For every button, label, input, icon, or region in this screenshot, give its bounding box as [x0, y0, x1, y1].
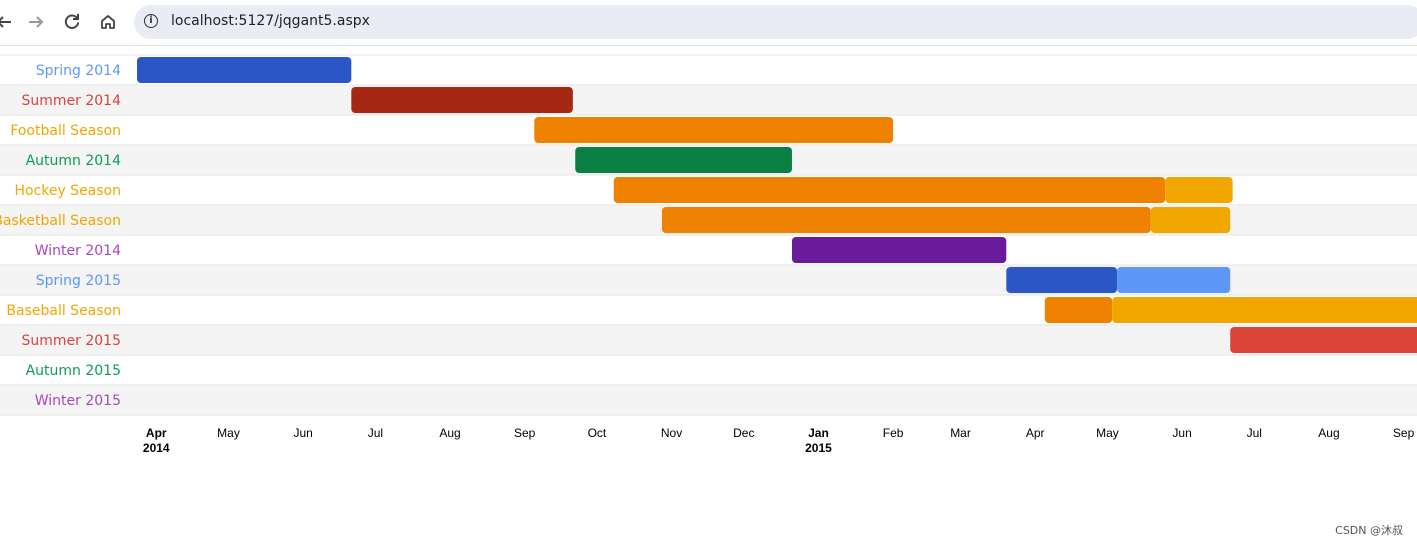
gantt-bar[interactable]	[137, 57, 352, 83]
gantt-bar[interactable]	[661, 207, 1151, 233]
row-background	[0, 355, 1417, 385]
forward-arrow-icon[interactable]	[24, 10, 48, 34]
task-label: Winter 2015	[35, 393, 121, 409]
task-label: Summer 2014	[22, 93, 122, 109]
task-label: Spring 2015	[36, 273, 121, 289]
gantt-bar[interactable]	[1230, 327, 1417, 353]
watermark: CSDN @沐叔	[1335, 524, 1403, 537]
browser-toolbar: i localhost:5127/jqgant5.aspx	[0, 0, 1417, 46]
x-tick-label: Sep	[1393, 426, 1415, 440]
row-background	[0, 235, 1417, 265]
task-label: Summer 2015	[22, 333, 121, 349]
x-tick-label: Nov	[661, 426, 682, 440]
url-text: localhost:5127/jqgant5.aspx	[171, 13, 370, 29]
task-label: Football Season	[10, 123, 121, 139]
gantt-bar[interactable]	[534, 117, 894, 143]
x-tick-label: Jun	[293, 426, 312, 440]
x-tick-label: Jun	[1172, 426, 1191, 440]
task-label: Winter 2014	[35, 243, 121, 259]
gantt-chart: Spring 2014 Summer 2014 Football Season Aut…	[0, 54, 1417, 455]
row-background	[0, 385, 1417, 415]
gantt-bar[interactable]	[1006, 267, 1118, 293]
task-label: Basketball Season	[0, 213, 121, 229]
home-icon[interactable]	[96, 10, 120, 34]
x-tick-year: 2014	[143, 441, 170, 455]
x-tick-label: Oct	[588, 426, 607, 440]
row-background	[0, 325, 1417, 355]
gantt-bar[interactable]	[1150, 207, 1231, 233]
info-icon[interactable]: i	[144, 14, 158, 28]
x-tick-label: Apr	[146, 426, 167, 440]
address-bar[interactable]: i localhost:5127/jqgant5.aspx	[134, 5, 1417, 39]
gantt-bar[interactable]	[575, 147, 792, 173]
x-tick-label: Jul	[1247, 426, 1262, 440]
row-background	[0, 85, 1417, 115]
reload-icon[interactable]	[60, 10, 84, 34]
x-tick-label: Aug	[1318, 426, 1339, 440]
task-label: Hockey Season	[14, 183, 121, 199]
x-tick-label: Feb	[883, 426, 904, 440]
x-tick-label: Aug	[439, 426, 460, 440]
x-tick-label: Dec	[733, 426, 754, 440]
x-tick-label: Mar	[950, 426, 971, 440]
x-tick-label: Sep	[514, 426, 536, 440]
task-label: Spring 2014	[36, 63, 121, 79]
task-label: Baseball Season	[6, 303, 121, 319]
x-tick-label: Jan	[808, 426, 829, 440]
back-arrow-icon[interactable]	[0, 10, 16, 34]
gantt-bar[interactable]	[1117, 267, 1231, 293]
gantt-bar[interactable]	[613, 177, 1166, 203]
gantt-bar[interactable]	[351, 87, 573, 113]
gantt-bar[interactable]	[791, 237, 1007, 263]
x-tick-label: May	[217, 426, 240, 440]
gantt-bar[interactable]	[1112, 297, 1417, 323]
gantt-bar[interactable]	[1165, 177, 1233, 203]
x-tick-label: May	[1096, 426, 1119, 440]
x-tick-label: Apr	[1026, 426, 1045, 440]
gantt-bar[interactable]	[1044, 297, 1113, 323]
task-label: Autumn 2014	[26, 153, 121, 169]
x-tick-label: Jul	[368, 426, 383, 440]
x-tick-year: 2015	[805, 441, 832, 455]
task-label: Autumn 2015	[26, 363, 121, 379]
